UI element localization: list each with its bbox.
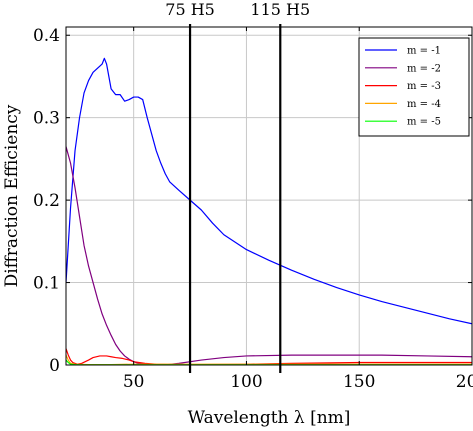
legend-label: m = -2	[407, 63, 441, 74]
vertical-marker-label: 75 H5	[165, 0, 215, 19]
x-axis-title: Wavelength λ [nm]	[188, 408, 351, 428]
axis-ticks: 50 100 150 200 0 0.1 0.2 0.3 0.4	[33, 26, 473, 392]
x-tick-label: 200	[456, 372, 473, 392]
plot-frame	[65, 26, 473, 366]
legend-box	[358, 37, 470, 137]
series-line-m1	[66, 57, 472, 325]
legend: m = -1 m = -2 m = -3 m = -4 m = -5	[358, 37, 470, 137]
y-axis-title: Diffraction Efficiency	[2, 104, 22, 287]
legend-label: m = -1	[407, 46, 441, 57]
legend-label: m = -4	[407, 99, 441, 110]
y-tick-label: 0.1	[33, 274, 60, 294]
legend-label: m = -3	[407, 81, 441, 92]
series-line-m2	[66, 146, 472, 365]
y-tick-label: 0.4	[33, 26, 60, 46]
vertical-markers: 75 H5 115 H5	[165, 0, 310, 373]
x-tick-label: 50	[123, 372, 145, 392]
series-line-m3	[66, 348, 472, 365]
x-tick-label: 100	[230, 372, 262, 392]
y-tick-label: 0.2	[33, 191, 60, 211]
x-tick-label: 150	[343, 372, 375, 392]
legend-label: m = -5	[407, 117, 441, 128]
y-tick-label: 0.3	[33, 109, 60, 129]
vertical-marker-label: 115 H5	[250, 0, 310, 19]
y-tick-label: 0	[49, 356, 60, 376]
